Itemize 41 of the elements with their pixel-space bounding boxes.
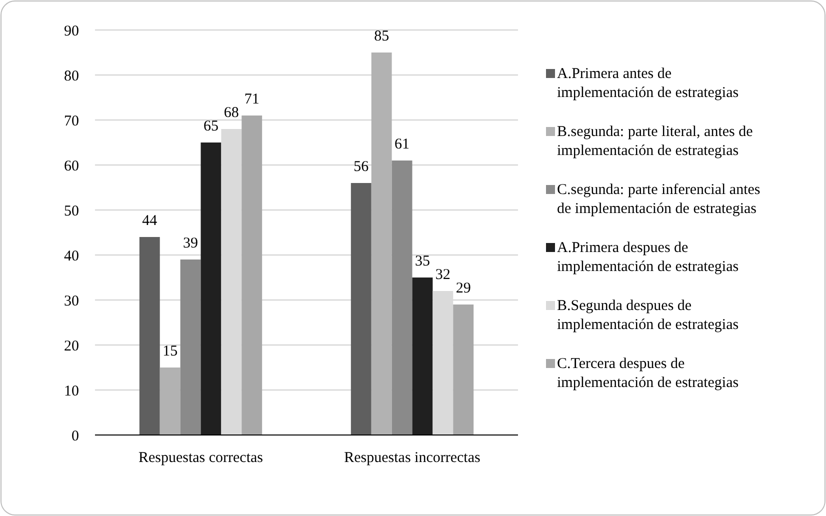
y-tick-label: 90 (64, 23, 79, 40)
data-label: 85 (374, 28, 390, 44)
y-tick-label: 60 (64, 158, 79, 174)
x-tick-label: Respuestas incorrectas (344, 450, 481, 466)
bar (180, 260, 201, 435)
bar (200, 142, 222, 435)
y-tick-label: 20 (64, 338, 79, 354)
data-label: 29 (456, 280, 471, 296)
bar (139, 237, 160, 435)
y-tick-label: 50 (64, 203, 79, 220)
bar (392, 160, 412, 435)
y-tick-label: 70 (64, 113, 79, 130)
bar (371, 52, 392, 435)
y-tick-label: 30 (64, 293, 79, 310)
y-tick-label: 80 (64, 68, 79, 84)
data-label: 71 (244, 92, 260, 108)
legend-label: C.Tercera despues de implementación de estrategias (557, 356, 739, 391)
x-tick-label: Respuestas correctas (138, 450, 264, 466)
data-label: 44 (142, 213, 158, 229)
data-label: 68 (224, 105, 239, 121)
bar (221, 129, 242, 435)
data-label: 65 (203, 118, 218, 134)
legend-label: A.Primera antes de implementación de estrategias (557, 66, 739, 101)
bar (350, 183, 372, 435)
data-label: 15 (162, 344, 178, 360)
data-label: 39 (183, 236, 198, 252)
data-label: 56 (354, 159, 370, 175)
data-label: 61 (394, 136, 410, 152)
bar (160, 368, 180, 435)
y-tick-label: 10 (64, 383, 79, 400)
legend-label: B.segunda: parte literal, antes de implementación de estrategias (557, 124, 754, 159)
y-tick-label: 40 (64, 248, 79, 264)
bar (242, 116, 262, 435)
y-tick-label: 0 (72, 428, 79, 444)
data-label: 32 (435, 267, 450, 283)
legend-label: C.segunda: parte inferencial antes de implementación de estrategias (557, 182, 760, 217)
data-label: 35 (414, 254, 430, 270)
bar (453, 304, 474, 435)
legend-label: A.Primera despues de implementación de estrategias (557, 240, 739, 275)
legend-label: B.Segunda despues de implementación de estrategias (557, 298, 739, 333)
bar (412, 278, 433, 435)
